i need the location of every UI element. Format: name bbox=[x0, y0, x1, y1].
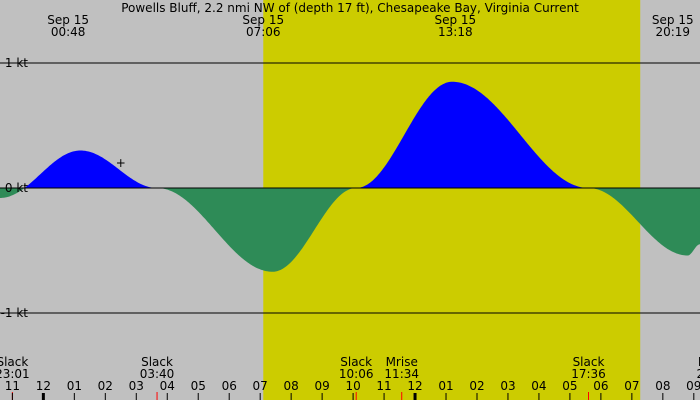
event-time: 10:06 bbox=[339, 367, 374, 381]
top-time-label: 20:19 bbox=[655, 25, 690, 39]
y-gridlines bbox=[0, 62, 700, 314]
event-label: Slack bbox=[340, 355, 372, 369]
x-tick-label: 08 bbox=[655, 379, 670, 393]
x-tick-label: 02 bbox=[469, 379, 484, 393]
x-tick-label: 08 bbox=[284, 379, 299, 393]
event-label: Slack bbox=[141, 355, 173, 369]
x-tick-label: 10 bbox=[345, 379, 360, 393]
x-tick-label: 01 bbox=[438, 379, 453, 393]
x-tick-label: 09 bbox=[314, 379, 329, 393]
current-areas bbox=[0, 81, 700, 272]
ebb-area-0 bbox=[0, 187, 25, 198]
x-tick-label: 09 bbox=[686, 379, 700, 393]
x-tick-label: 05 bbox=[191, 379, 206, 393]
top-date-label: Sep 15 bbox=[242, 13, 284, 27]
x-tick-label: 06 bbox=[593, 379, 608, 393]
y-tick-labels: 1 kt 0 kt -1 kt bbox=[1, 56, 29, 320]
x-tick-label: 05 bbox=[562, 379, 577, 393]
event-time: 11:34 bbox=[384, 367, 419, 381]
top-date-label: Sep 15 bbox=[47, 13, 89, 27]
top-time-label: 13:18 bbox=[438, 25, 473, 39]
top-time-label: 00:48 bbox=[51, 25, 86, 39]
x-tick-label: 12 bbox=[36, 379, 51, 393]
x-tick-label: 06 bbox=[222, 379, 237, 393]
x-tick-label: 01 bbox=[67, 379, 82, 393]
event-label: Ms bbox=[698, 355, 700, 369]
event-time: 03:40 bbox=[140, 367, 175, 381]
flood-area-1 bbox=[25, 150, 158, 188]
x-tick-label: 03 bbox=[129, 379, 144, 393]
event-label: Slack bbox=[0, 355, 28, 369]
top-date-label: Sep 15 bbox=[434, 13, 476, 27]
x-tick-label: 11 bbox=[376, 379, 391, 393]
event-time: 23:01 bbox=[0, 367, 30, 381]
event-label: Slack bbox=[573, 355, 605, 369]
top-time-label: 07:06 bbox=[246, 25, 281, 39]
x-tick-label: 12 bbox=[407, 379, 422, 393]
x-tick-label: 07 bbox=[624, 379, 639, 393]
x-tick-label: 04 bbox=[160, 379, 175, 393]
x-tick-label: 11 bbox=[5, 379, 20, 393]
flood-area-3 bbox=[357, 81, 589, 188]
x-tick-label: 03 bbox=[500, 379, 515, 393]
event-labels: Slack23:01Slack03:40Slack10:06Mrise11:34… bbox=[0, 156, 700, 400]
event-label: Mrise bbox=[386, 355, 418, 369]
x-tick-label: 07 bbox=[253, 379, 268, 393]
ebb-area-2 bbox=[158, 188, 357, 272]
y-tick-label: -1 kt bbox=[1, 306, 29, 320]
current-time-marker: + bbox=[116, 156, 126, 170]
top-date-label: Sep 15 bbox=[652, 13, 694, 27]
event-time: 17:36 bbox=[571, 367, 606, 381]
event-time: 21: bbox=[697, 367, 700, 381]
x-tick-label: 02 bbox=[98, 379, 113, 393]
x-axis: 11 12 01 02 03 04 05 06 07 08 09 10 11 12 01 02 03 04 05 06… bbox=[5, 379, 700, 400]
y-tick-label: 0 kt bbox=[5, 181, 28, 195]
ebb-area-4 bbox=[589, 188, 700, 256]
x-tick-label: 04 bbox=[531, 379, 546, 393]
chart-title: Powells Bluff, 2.2 nmi NW of (depth 17 f… bbox=[121, 1, 579, 15]
y-tick-label: 1 kt bbox=[5, 56, 28, 70]
